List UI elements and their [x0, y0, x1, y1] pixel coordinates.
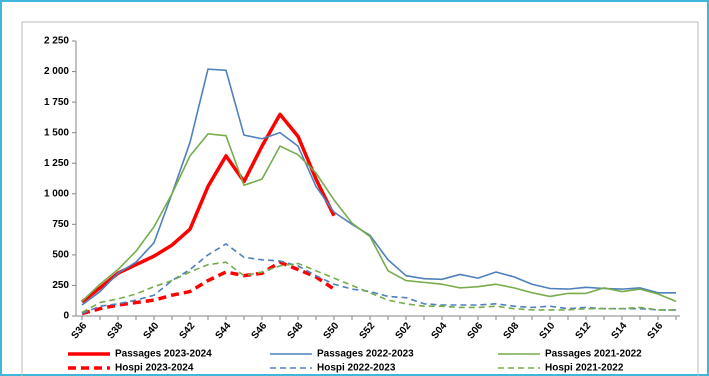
- legend-label: Hospi 2021-2022: [545, 363, 624, 374]
- x-tick-label: S42: [177, 320, 197, 341]
- x-tick-label: S06: [465, 320, 485, 341]
- y-tick-label: 1 000: [44, 188, 69, 199]
- x-tick-label: S10: [537, 320, 557, 341]
- series-line: [81, 133, 677, 303]
- legend-label: Passages 2023-2024: [115, 349, 212, 360]
- y-tick-label: 500: [52, 250, 69, 261]
- series-line: [81, 260, 335, 316]
- x-tick-label: S38: [105, 320, 125, 341]
- x-tick-label: S02: [393, 320, 413, 341]
- legend-label: Hospi 2023-2024: [115, 363, 194, 374]
- x-tick-label: S36: [69, 320, 89, 341]
- chart-frame: [21, 21, 699, 376]
- x-tick-label: S16: [645, 320, 665, 341]
- y-tick-label: 750: [52, 219, 69, 230]
- series-line: [81, 261, 676, 314]
- y-tick-label: 1 750: [44, 97, 69, 108]
- x-tick-label: S08: [501, 320, 521, 341]
- x-tick-label: S48: [285, 320, 305, 341]
- series-line: [80, 112, 336, 304]
- x-tick-label: S44: [213, 320, 233, 341]
- y-tick-label: 2 000: [44, 66, 69, 77]
- x-tick-label: S50: [321, 320, 341, 341]
- y-tick-label: 0: [63, 311, 69, 322]
- y-tick-label: 1 500: [44, 127, 69, 138]
- x-tick-label: S14: [609, 320, 629, 341]
- legend-label: Hospi 2022-2023: [317, 363, 396, 374]
- x-tick-label: S40: [141, 320, 161, 341]
- y-tick-label: 250: [52, 280, 69, 291]
- x-tick-label: S52: [357, 320, 377, 341]
- y-tick-label: 2 250: [44, 36, 69, 47]
- y-tick-label: 1 250: [44, 158, 69, 169]
- legend-label: Passages 2022-2023: [317, 349, 414, 360]
- x-tick-label: S12: [573, 320, 593, 341]
- legend-label: Passages 2021-2022: [545, 349, 642, 360]
- x-tick-label: S04: [429, 320, 449, 341]
- series-line: [81, 68, 676, 306]
- x-tick-label: S46: [249, 320, 269, 341]
